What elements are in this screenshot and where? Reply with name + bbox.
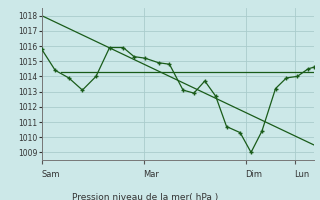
Text: Pression niveau de la mer( hPa ): Pression niveau de la mer( hPa )	[72, 193, 218, 200]
Text: Lun: Lun	[295, 170, 310, 179]
Text: Dim: Dim	[246, 170, 263, 179]
Text: Mar: Mar	[144, 170, 159, 179]
Text: Sam: Sam	[42, 170, 60, 179]
